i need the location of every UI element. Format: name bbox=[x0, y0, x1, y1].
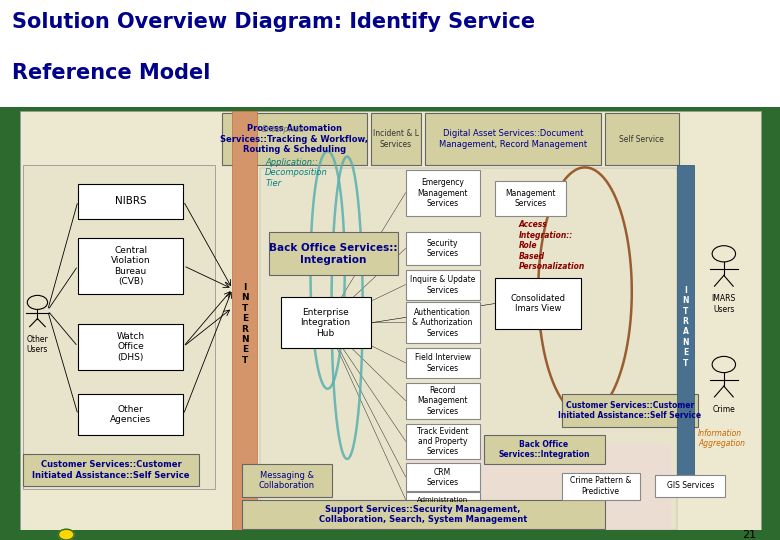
Text: Support Services::Security Management,
Collaboration, Search, System Management: Support Services::Security Management, C… bbox=[319, 505, 527, 524]
Text: Customer Services::Customer
Initiated Assistance::Self Service: Customer Services::Customer Initiated As… bbox=[558, 401, 701, 420]
Text: Central
Violation
Bureau
(CVB): Central Violation Bureau (CVB) bbox=[111, 246, 151, 286]
Text: I
N
T
E
R
N
E
T: I N T E R N E T bbox=[241, 283, 249, 365]
FancyBboxPatch shape bbox=[242, 464, 332, 497]
FancyBboxPatch shape bbox=[78, 184, 183, 219]
Text: Inquire & Update
Services: Inquire & Update Services bbox=[410, 275, 475, 294]
FancyBboxPatch shape bbox=[495, 278, 581, 329]
Text: Self Service: Self Service bbox=[619, 134, 664, 144]
Text: NIBRS: NIBRS bbox=[115, 196, 147, 206]
FancyBboxPatch shape bbox=[406, 270, 480, 300]
Text: Consolidated
Imars View: Consolidated Imars View bbox=[511, 294, 566, 313]
FancyBboxPatch shape bbox=[562, 394, 698, 427]
Text: Back Office Services::
Integration: Back Office Services:: Integration bbox=[269, 243, 398, 265]
Text: GIS Services: GIS Services bbox=[667, 482, 714, 490]
Text: 21: 21 bbox=[743, 530, 757, 540]
Circle shape bbox=[58, 529, 74, 540]
FancyBboxPatch shape bbox=[677, 165, 694, 489]
Text: Field Interview
Services: Field Interview Services bbox=[415, 354, 470, 373]
FancyBboxPatch shape bbox=[0, 0, 780, 108]
FancyBboxPatch shape bbox=[23, 454, 199, 486]
FancyBboxPatch shape bbox=[604, 113, 679, 165]
FancyBboxPatch shape bbox=[281, 297, 370, 348]
Text: Crime Pattern &
Predictive: Crime Pattern & Predictive bbox=[570, 476, 631, 496]
Text: Management
Services: Management Services bbox=[505, 189, 555, 208]
Text: Crime: Crime bbox=[712, 405, 736, 414]
Text: Information
Aggregation: Information Aggregation bbox=[698, 429, 745, 448]
Text: Emergency
Management
Services: Emergency Management Services bbox=[417, 178, 468, 208]
Text: Track Evident
and Property
Services: Track Evident and Property Services bbox=[417, 427, 469, 456]
FancyBboxPatch shape bbox=[406, 383, 480, 418]
Text: Messaging &
Collaboration: Messaging & Collaboration bbox=[259, 471, 314, 490]
FancyBboxPatch shape bbox=[78, 394, 183, 435]
FancyBboxPatch shape bbox=[20, 111, 760, 530]
Text: Administration: Administration bbox=[417, 497, 468, 503]
FancyBboxPatch shape bbox=[406, 302, 480, 343]
Text: Incident & L
Services: Incident & L Services bbox=[373, 130, 419, 148]
Text: Solution Overview Diagram: Identify Service: Solution Overview Diagram: Identify Serv… bbox=[12, 11, 535, 32]
FancyBboxPatch shape bbox=[425, 113, 601, 165]
FancyBboxPatch shape bbox=[495, 181, 566, 216]
Text: Enterprise
Integration
Hub: Enterprise Integration Hub bbox=[300, 308, 351, 338]
FancyBboxPatch shape bbox=[260, 168, 677, 530]
Text: Back Office
Services::Integration: Back Office Services::Integration bbox=[498, 440, 590, 459]
FancyBboxPatch shape bbox=[242, 500, 604, 529]
Text: Record
Management
Services: Record Management Services bbox=[417, 386, 468, 416]
FancyBboxPatch shape bbox=[78, 238, 183, 294]
FancyBboxPatch shape bbox=[406, 348, 480, 378]
FancyBboxPatch shape bbox=[655, 475, 725, 497]
FancyBboxPatch shape bbox=[406, 463, 480, 491]
FancyBboxPatch shape bbox=[406, 444, 671, 530]
Text: IMARS
Users: IMARS Users bbox=[711, 294, 736, 314]
Text: Security
Services: Security Services bbox=[427, 239, 459, 258]
Text: Reference Model: Reference Model bbox=[12, 63, 210, 83]
FancyBboxPatch shape bbox=[406, 492, 480, 508]
FancyBboxPatch shape bbox=[370, 113, 421, 165]
FancyBboxPatch shape bbox=[222, 113, 367, 165]
FancyBboxPatch shape bbox=[78, 324, 183, 370]
Text: Digital Asset Services::Document
Management, Record Management: Digital Asset Services::Document Managem… bbox=[439, 130, 587, 148]
FancyBboxPatch shape bbox=[562, 472, 640, 500]
Text: Watch
Office
(DHS): Watch Office (DHS) bbox=[116, 332, 145, 362]
FancyBboxPatch shape bbox=[269, 232, 398, 275]
FancyBboxPatch shape bbox=[406, 170, 480, 216]
FancyBboxPatch shape bbox=[23, 165, 215, 489]
Text: Application::
Decomposition
Tier: Application:: Decomposition Tier bbox=[265, 158, 328, 188]
Text: I
N
T
R
A
N
E
T: I N T R A N E T bbox=[682, 286, 689, 368]
FancyBboxPatch shape bbox=[406, 232, 480, 265]
Text: Other
Users: Other Users bbox=[27, 335, 48, 354]
Text: Access
Integration::
Role
Based
Personalization: Access Integration:: Role Based Personal… bbox=[519, 220, 585, 271]
FancyBboxPatch shape bbox=[406, 424, 480, 459]
FancyBboxPatch shape bbox=[0, 530, 780, 540]
Text: Customer Services::Customer
Initiated Assistance::Self Service: Customer Services::Customer Initiated As… bbox=[33, 460, 190, 480]
FancyBboxPatch shape bbox=[0, 107, 780, 111]
Text: CRM
Services: CRM Services bbox=[427, 468, 459, 487]
Text: Enterprise: Enterprise bbox=[261, 125, 304, 134]
Text: Other
Agencies: Other Agencies bbox=[110, 405, 151, 424]
FancyBboxPatch shape bbox=[484, 435, 604, 464]
Text: Authentication
& Authorization
Services: Authentication & Authorization Services bbox=[413, 308, 473, 338]
FancyBboxPatch shape bbox=[232, 111, 257, 530]
Text: Process Automation
Services::Tracking & Workflow,
Routing & Scheduling: Process Automation Services::Tracking & … bbox=[221, 124, 368, 154]
